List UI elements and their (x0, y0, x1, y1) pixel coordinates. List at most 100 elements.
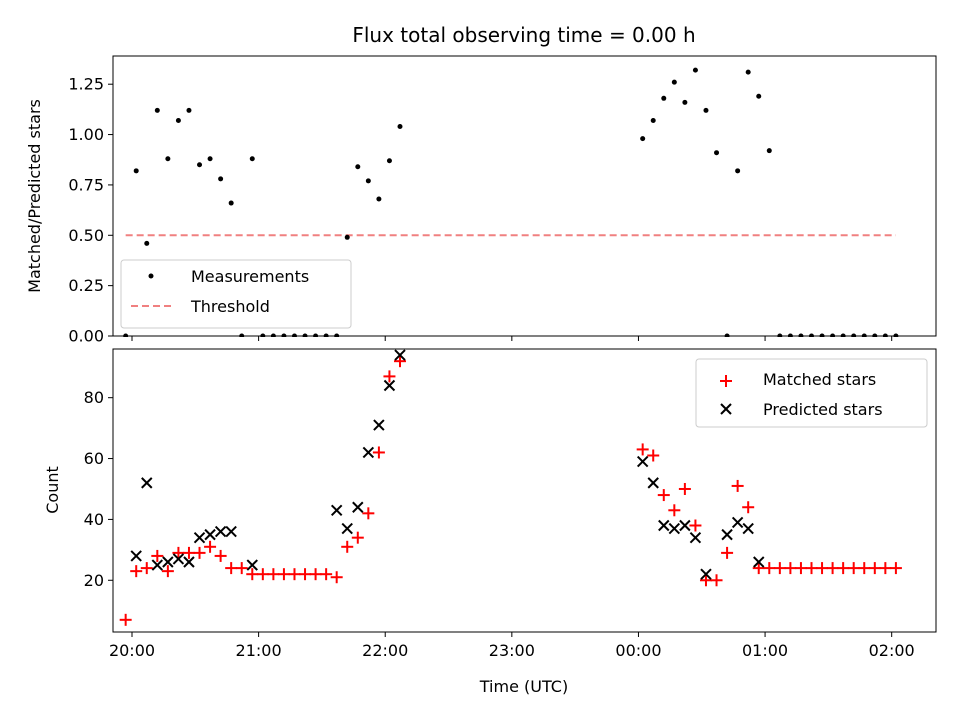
matched-point (657, 489, 670, 502)
matched-point (288, 568, 301, 581)
predicted-point (636, 455, 649, 468)
matched-point (383, 370, 396, 383)
top-x-ticks (131, 336, 893, 341)
x-tick-label: 21:00 (236, 641, 282, 660)
x-tick-label: 23:00 (489, 641, 535, 660)
measurement-point (144, 240, 150, 246)
measurement-point (872, 333, 878, 337)
measurement-point (692, 67, 698, 73)
measurement-point (682, 99, 688, 105)
measurement-point (671, 79, 677, 85)
matched-point (742, 501, 755, 514)
top-legend: Measurements Threshold (120, 259, 352, 329)
x-tick-label: 02:00 (869, 641, 915, 660)
measurement-point (186, 107, 192, 113)
matched-point (826, 562, 839, 575)
matched-point (689, 519, 702, 532)
bottom-axes-frame (112, 348, 937, 633)
x-tick-label: 01:00 (742, 641, 788, 660)
x-tick-label: 20:00 (109, 641, 155, 660)
matched-point (889, 562, 902, 575)
predicted-point (742, 522, 754, 535)
measurement-point (207, 156, 213, 162)
y-tick-label: 40 (84, 510, 104, 529)
legend-predicted-marker (720, 403, 732, 415)
measurement-point (281, 333, 287, 337)
matched-point (351, 531, 364, 544)
predicted-point (679, 519, 691, 532)
measurement-point (893, 333, 899, 337)
predicted-point (341, 522, 353, 535)
measurement-point (302, 333, 308, 337)
measurement-point (703, 107, 709, 113)
matched-point (130, 565, 143, 578)
matched-point (678, 482, 691, 495)
matched-point (837, 562, 850, 575)
legend-matched-label: Matched stars (763, 370, 876, 389)
matched-point (784, 562, 797, 575)
top-y-axis-label: Matched/Predicted stars (25, 99, 44, 293)
matched-point (721, 546, 734, 559)
predicted-point (753, 556, 765, 568)
bottom-x-ticks: 20:00 21:00 22:00 23:00 00:00 01:00 02:00 (109, 632, 915, 660)
top-axes-frame (112, 55, 937, 337)
matched-point (372, 446, 385, 459)
matched-point (341, 540, 354, 553)
measurement-point (313, 333, 319, 337)
bottom-legend-frame (695, 358, 928, 428)
matched-point (362, 507, 375, 520)
predicted-point (689, 531, 702, 544)
matched-point (277, 568, 290, 581)
measurement-point (819, 333, 825, 337)
measurement-point (650, 117, 656, 123)
matched-point (161, 565, 174, 578)
matched-point (214, 549, 227, 562)
y-tick-label: 0.75 (68, 175, 104, 194)
matched-point (299, 568, 312, 581)
measurement-point (197, 162, 203, 168)
top-series-group (123, 67, 899, 337)
matched-point (879, 562, 892, 575)
predicted-point (700, 568, 712, 580)
matched-point (710, 574, 723, 587)
predicted-point (330, 504, 343, 516)
measurement-point (376, 196, 382, 202)
matched-point (731, 479, 744, 492)
measurement-point (798, 333, 804, 337)
matched-point (151, 549, 164, 562)
bottom-x-axis-label: Time (UTC) (479, 677, 568, 696)
matched-point (256, 568, 269, 581)
matched-point (267, 568, 280, 581)
measurement-point (661, 95, 667, 101)
matched-point (182, 546, 195, 559)
measurement-point (133, 168, 139, 174)
predicted-point (141, 477, 153, 489)
matched-point (816, 562, 829, 575)
predicted-point (162, 556, 174, 568)
matched-point (858, 562, 871, 575)
predicted-point (394, 349, 406, 361)
legend-predicted-label: Predicted stars (763, 400, 883, 419)
predicted-point (647, 477, 659, 489)
y-tick-label: 60 (84, 449, 104, 468)
bottom-plot-area (119, 349, 902, 626)
y-tick-label: 0.50 (68, 226, 104, 245)
y-tick-label: 1.00 (68, 125, 104, 144)
measurement-point (123, 333, 129, 337)
matched-point (119, 613, 132, 626)
predicted-point (225, 525, 237, 538)
predicted-point (183, 556, 195, 568)
measurement-point (735, 168, 741, 174)
matched-point (868, 562, 881, 575)
measurement-point (323, 333, 329, 337)
predicted-point (193, 531, 206, 544)
x-tick-label: 22:00 (362, 641, 408, 660)
measurement-point (397, 124, 403, 130)
matched-point (763, 562, 776, 575)
measurement-point (165, 156, 171, 162)
legend-measurements-marker (148, 273, 154, 279)
predicted-point (130, 550, 142, 562)
matched-point (193, 546, 206, 559)
predicted-point (246, 559, 258, 571)
measurement-point (724, 333, 730, 337)
